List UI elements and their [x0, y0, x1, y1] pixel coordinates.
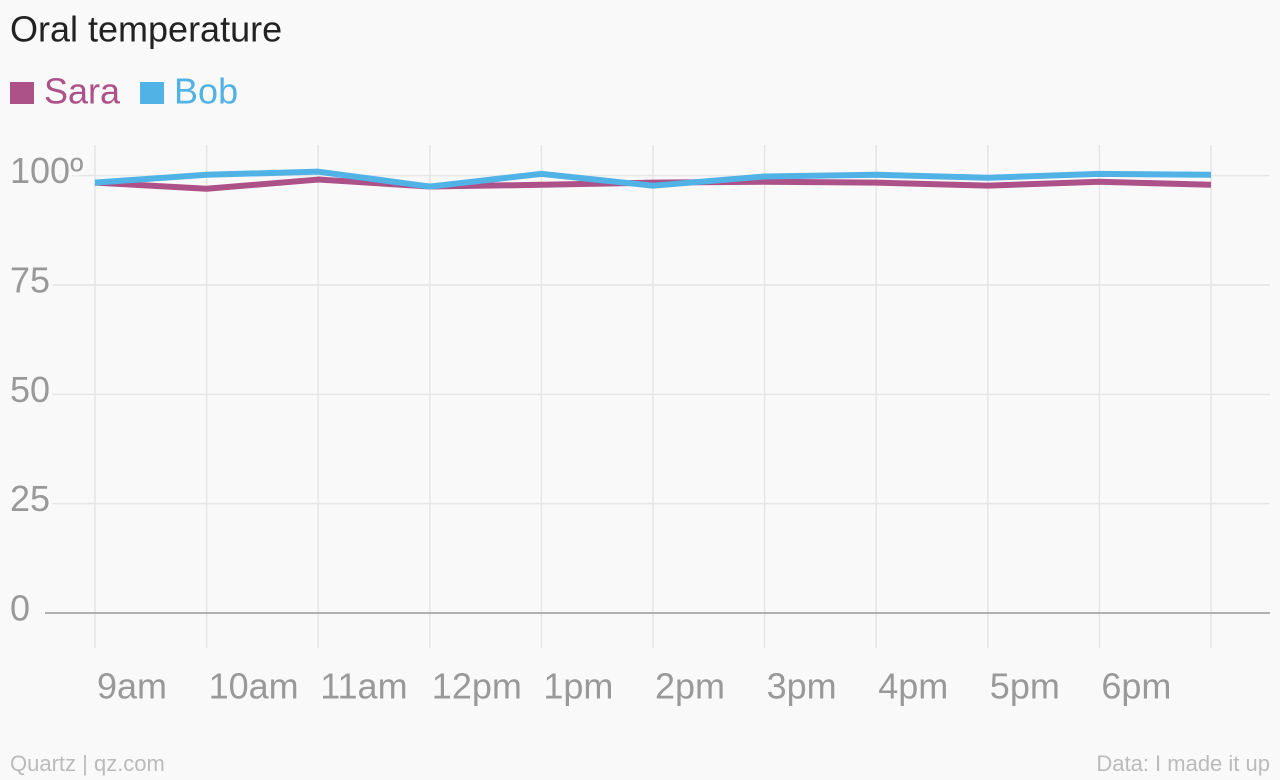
y-tick-label: 25: [10, 478, 50, 519]
series-line: [94, 176, 1212, 192]
x-tick-label: 1pm: [543, 666, 613, 707]
source-right: Data: I made it up: [1096, 751, 1270, 776]
x-tick-label: 6pm: [1101, 666, 1171, 707]
x-tick-label: 11am: [320, 666, 407, 707]
x-tick-label: 10am: [209, 666, 299, 707]
x-tick-label: 3pm: [767, 666, 837, 707]
y-tick-label: 75: [10, 259, 50, 300]
source-left: Quartz | qz.com: [10, 751, 165, 776]
series-line: [94, 168, 1212, 190]
y-tick-label: 0: [10, 588, 30, 629]
x-tick-label: 12pm: [432, 666, 522, 707]
x-tick-label: 4pm: [878, 666, 948, 707]
legend-swatch: [10, 82, 34, 104]
y-tick-label: 50: [10, 369, 50, 410]
chart-title: Oral temperature: [10, 9, 282, 50]
legend-label: Sara: [44, 71, 121, 112]
x-tick-label: 9am: [97, 666, 167, 707]
legend-swatch: [140, 82, 165, 104]
legend-label: Bob: [174, 71, 238, 112]
x-tick-label: 2pm: [655, 666, 725, 707]
x-tick-label: 5pm: [990, 666, 1060, 707]
y-tick-label: 100º: [10, 150, 83, 191]
